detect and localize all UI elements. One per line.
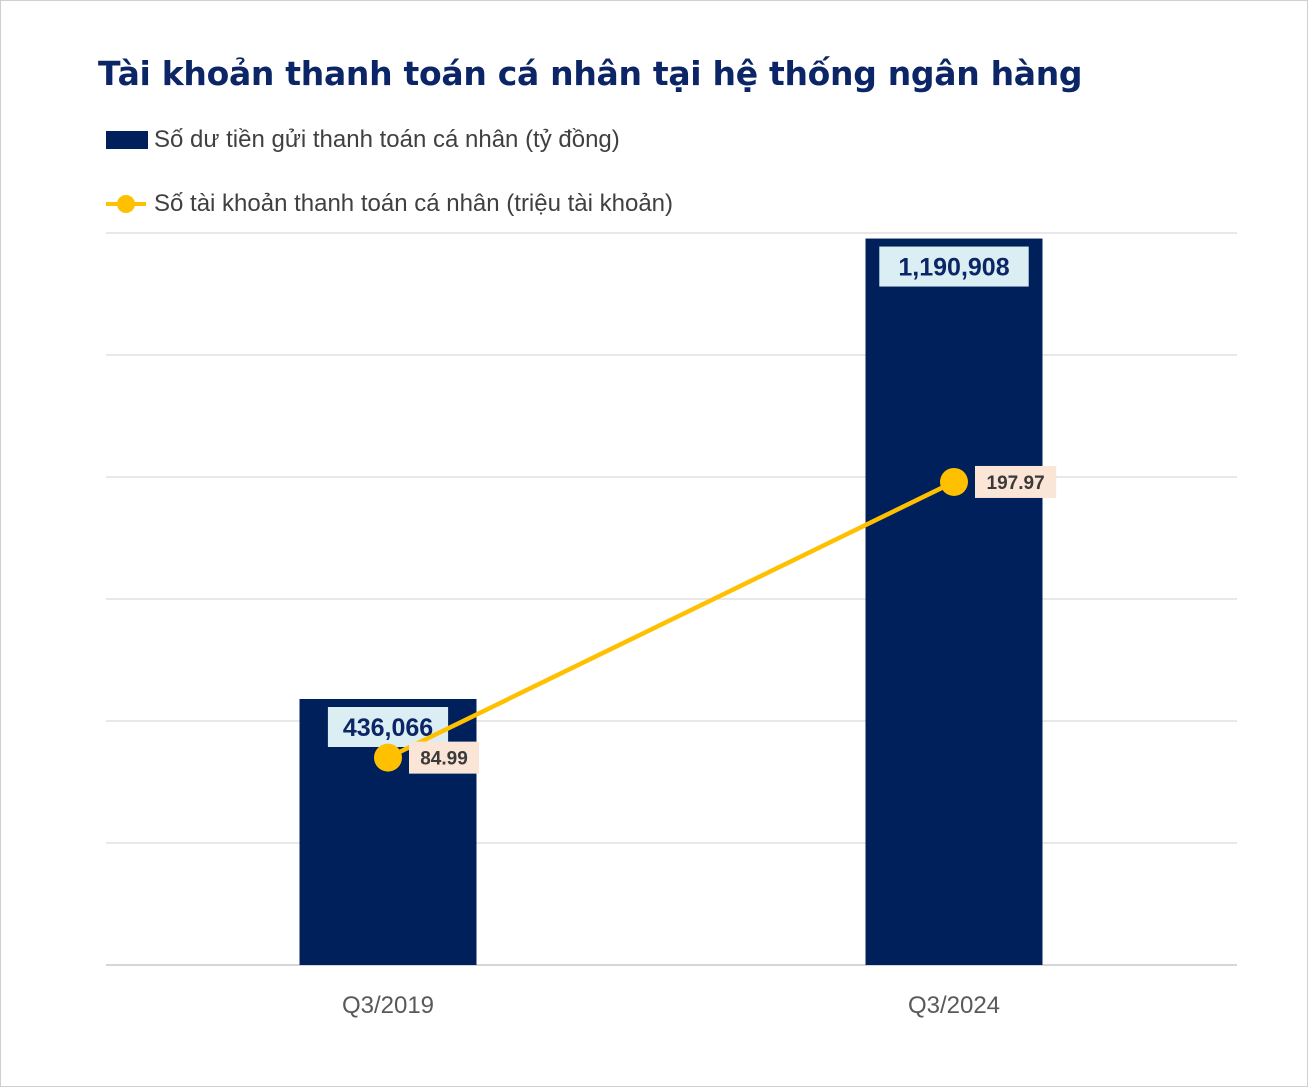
bar-data-label-bg — [879, 246, 1029, 287]
legend-label-line: Số tài khoản thanh toán cá nhân (triệu t… — [154, 190, 674, 217]
line-data-label: 197.97 — [975, 465, 1057, 498]
gridlines — [106, 232, 1237, 966]
line-point — [374, 743, 402, 772]
line-series: 84.99 197.97 — [374, 465, 1057, 774]
legend-swatch-line — [106, 194, 146, 214]
series-line — [387, 479, 955, 760]
bar-data-label-text: 1,190,908 — [898, 254, 1009, 282]
legend-item-bar: Số dư tiền gửi thanh toán cá nhân (tỷ đồ… — [106, 126, 620, 154]
x-tick-label: Q3/2024 — [908, 992, 1000, 1019]
line-data-label-bg — [409, 741, 479, 774]
line-data-label-bg — [975, 465, 1057, 498]
x-axis-ticks: Q3/2019 Q3/2024 — [342, 992, 1000, 1019]
legend-swatch-bar — [106, 131, 148, 149]
legend-item-line: Số tài khoản thanh toán cá nhân (triệu t… — [106, 190, 673, 218]
bar-data-label: 1,190,908 — [879, 246, 1029, 287]
legend-label-bar: Số dư tiền gửi thanh toán cá nhân (tỷ đồ… — [154, 126, 620, 153]
bars — [299, 238, 1043, 965]
bar-data-label-text: 436,066 — [343, 714, 433, 742]
line-data-label-text: 84.99 — [420, 749, 468, 770]
bar — [865, 238, 1043, 965]
x-tick-label: Q3/2019 — [342, 992, 434, 1019]
line-data-label: 84.99 — [409, 741, 479, 774]
line-point — [940, 467, 968, 496]
chart-title: Tài khoản thanh toán cá nhân tại hệ thốn… — [98, 54, 1083, 93]
line-data-label-text: 197.97 — [987, 473, 1045, 494]
bar-data-labels: 436,066 1,190,908 — [327, 246, 1029, 747]
bar-data-label: 436,066 — [327, 706, 449, 747]
